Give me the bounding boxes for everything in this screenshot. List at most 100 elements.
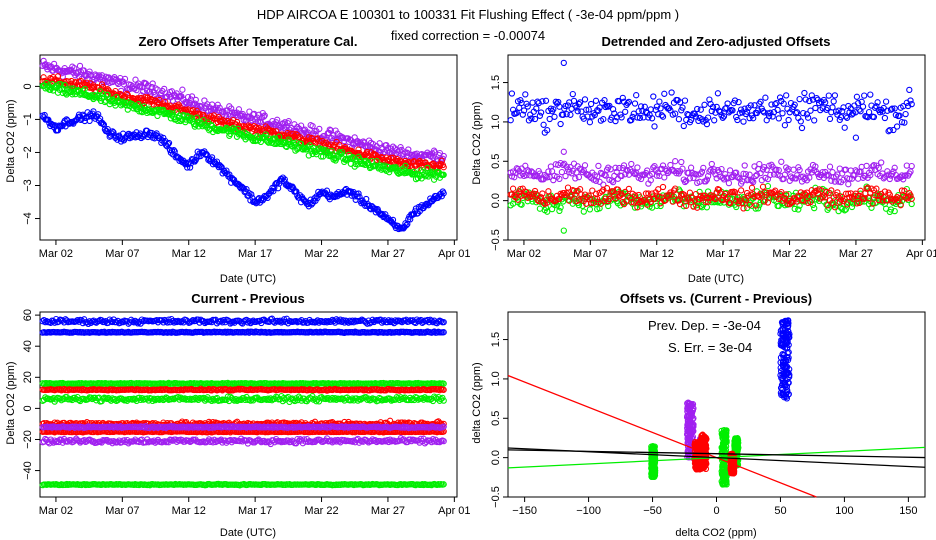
y-tick-label: 1.0 <box>490 114 502 129</box>
data-point <box>67 85 74 92</box>
data-point <box>273 128 280 135</box>
data-point <box>282 126 289 133</box>
data-point <box>402 162 409 170</box>
data-point <box>756 160 763 168</box>
data-point <box>740 205 747 212</box>
data-point <box>189 107 197 114</box>
data-point <box>156 96 163 104</box>
plot-frame <box>39 54 458 241</box>
data-point <box>107 98 114 105</box>
data-point <box>255 124 263 132</box>
panel-title: Detrended and Zero-adjusted Offsets <box>602 34 831 49</box>
data-point <box>746 171 753 178</box>
data-point <box>285 118 292 125</box>
y-tick-label: −40 <box>22 461 34 480</box>
data-point <box>672 158 679 165</box>
data-point <box>581 96 589 103</box>
data-point <box>440 164 447 171</box>
data-point <box>392 164 400 171</box>
data-point <box>438 157 445 164</box>
data-point <box>737 187 745 194</box>
data-point <box>169 110 176 117</box>
data-point <box>825 92 832 99</box>
data-point <box>759 183 767 190</box>
data-point <box>62 90 69 97</box>
data-point <box>711 117 718 124</box>
x-axis-label: Date (UTC) <box>688 273 744 285</box>
data-point <box>262 131 269 138</box>
data-point <box>570 160 578 167</box>
data-point <box>45 116 52 123</box>
data-point <box>58 123 65 130</box>
data-point <box>701 101 708 108</box>
data-point <box>622 108 629 115</box>
data-point <box>708 160 715 168</box>
data-point <box>906 86 913 94</box>
data-point <box>762 94 769 101</box>
data-point <box>567 111 574 118</box>
data-point <box>308 148 315 155</box>
data-point <box>651 123 658 130</box>
data-point <box>680 122 687 130</box>
x-tick-label: Mar 02 <box>39 505 73 517</box>
data-point <box>149 80 156 87</box>
data-point <box>99 120 107 128</box>
data-point <box>522 91 529 98</box>
data-point <box>586 119 594 126</box>
data-point <box>509 185 517 192</box>
data-point <box>798 124 806 132</box>
x-tick-label: Mar 02 <box>507 248 541 260</box>
data-point <box>867 91 874 98</box>
data-point <box>66 120 73 127</box>
x-tick-label: Mar 12 <box>172 248 206 260</box>
x-tick-label: Mar 22 <box>304 505 338 517</box>
y-tick-label: 40 <box>22 340 34 352</box>
data-point <box>424 164 431 172</box>
data-point <box>318 153 325 160</box>
data-point <box>221 118 228 125</box>
data-point <box>902 110 909 118</box>
data-point <box>863 162 870 170</box>
data-point <box>781 122 789 129</box>
data-point <box>82 114 89 122</box>
data-point <box>249 117 256 124</box>
data-point <box>853 93 861 100</box>
y-tick-label: −3 <box>22 179 34 192</box>
y-axis-label: Delta CO2 (ppm) <box>5 361 17 444</box>
data-point <box>391 164 399 172</box>
data-point <box>254 126 262 133</box>
data-point <box>61 81 68 89</box>
data-point <box>274 116 281 123</box>
y-tick-label: 0.5 <box>490 154 502 169</box>
x-tick-label: Mar 27 <box>371 505 405 517</box>
data-point <box>135 101 142 108</box>
data-point <box>831 92 839 99</box>
y-tick-label: −1 <box>22 113 34 126</box>
data-point <box>764 182 772 190</box>
y-tick-label: −0.5 <box>490 229 502 251</box>
data-point <box>311 128 318 135</box>
data-point <box>260 113 267 120</box>
data-point <box>841 124 848 131</box>
data-point <box>54 73 62 80</box>
y-tick-label: 0 <box>22 83 34 89</box>
data-point <box>294 123 301 131</box>
x-tick-label: Mar 12 <box>172 505 206 517</box>
data-point <box>76 62 84 70</box>
x-tick-label: Mar 27 <box>839 248 873 260</box>
data-point <box>633 92 640 99</box>
data-point <box>116 78 123 85</box>
data-point <box>678 158 685 166</box>
data-point <box>726 167 734 174</box>
panel-current-previous: Current - Previous Date (UTC) Delta CO2 … <box>5 291 471 539</box>
data-point <box>81 85 88 93</box>
data-point <box>628 160 635 168</box>
series-points <box>39 315 447 489</box>
data-point <box>681 97 689 104</box>
data-point <box>160 134 167 142</box>
data-point <box>634 164 641 171</box>
x-tick-label: Mar 17 <box>238 248 272 260</box>
data-point <box>181 113 188 120</box>
data-point <box>697 106 704 113</box>
y-tick-label: 0 <box>22 405 34 411</box>
